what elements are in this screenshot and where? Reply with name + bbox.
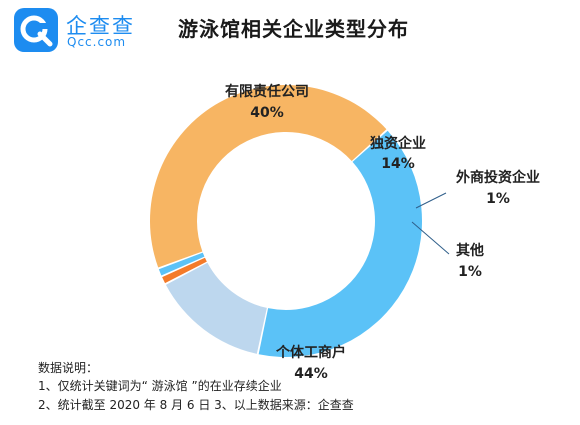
slice-2 [162,257,207,284]
slice-value-4: 44% [294,366,328,382]
slice-label-1: 独资企业 [370,135,426,152]
slice-value-1: 14% [381,156,415,172]
qcc-logo-mark [14,8,58,52]
logo-name: 企查查 [66,14,135,38]
slice-labels: 有限责任公司 40% 独资企业 14% 外商投资企业 1% 其他 1% 个体工商户 44% [225,83,540,382]
slice-0 [258,130,422,357]
slice-label-2: 外商投资企业 [456,169,540,186]
notes-line-1: 1、仅统计关键词为“ 游泳馆 ”的在业存续企业 [38,379,282,393]
donut-slices [150,84,422,357]
slice-3 [158,252,205,276]
leader-line-3 [411,221,450,255]
chart-title: 游泳馆相关企业类型分布 [178,17,409,41]
slice-value-3: 1% [458,264,482,280]
notes-heading: 数据说明： [38,361,99,375]
notes-line-2: 2、统计截至 2020 年 8 月 6 日 3、以上数据来源：企查查 [38,398,354,412]
slice-label-4: 个体工商户 [275,344,346,361]
qcc-logo: 企查查 Qcc.com [14,8,164,56]
leader-lines [411,192,450,255]
leader-line-2 [415,192,447,209]
slice-1 [165,262,267,354]
logo-domain: Qcc.com [67,35,127,49]
slice-4 [150,84,387,268]
slice-value-2: 1% [486,191,510,207]
slice-label-0: 有限责任公司 [225,83,309,100]
slice-value-0: 40% [250,105,284,121]
slice-label-3: 其他 [456,242,484,259]
